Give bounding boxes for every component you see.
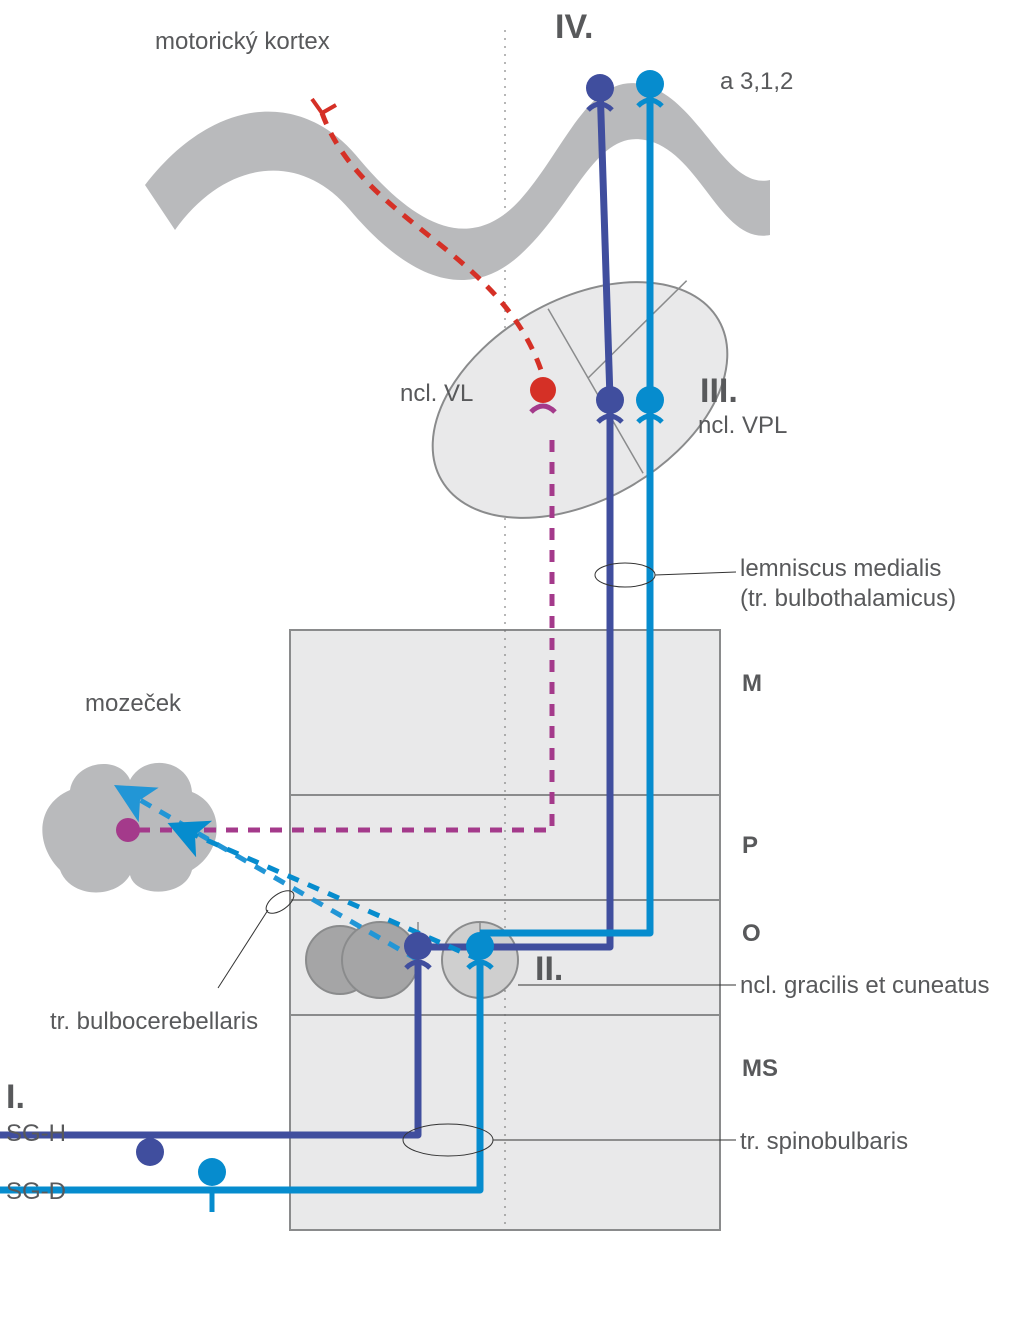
neuron-cortex_d (636, 70, 664, 98)
label-a312: a 3,1,2 (720, 68, 793, 96)
label-P: P (742, 832, 758, 860)
label-I: I. (6, 1078, 25, 1117)
label-ncl_VL: ncl. VL (400, 380, 473, 408)
nucleus-gracilis (342, 922, 418, 998)
neuron-sgd_dot (198, 1158, 226, 1186)
label-lemniscus2: (tr. bulbothalamicus) (740, 585, 956, 613)
callout-ellipse-lemniscus (595, 563, 655, 587)
label-ncl_VPL: ncl. VPL (698, 412, 787, 440)
neuron-thal_d (636, 386, 664, 414)
label-IV: IV. (555, 8, 593, 47)
neuron-cortex_h (586, 74, 614, 102)
label-SG_D: SG-D (6, 1178, 66, 1206)
neuron-cereb_dot (116, 818, 140, 842)
neuron-thal_vl (530, 377, 556, 403)
label-II: II. (535, 950, 563, 989)
label-SG_H: SG-H (6, 1120, 66, 1148)
label-motoricky_kortex: motorický kortex (155, 28, 330, 56)
neuron-ncl_h (404, 932, 432, 960)
cortex-shape (145, 83, 770, 280)
callout-line-tr_bulbo (218, 910, 268, 988)
label-lemniscus1: lemniscus medialis (740, 555, 941, 583)
neuron-thal_h (596, 386, 624, 414)
label-ncl_gc: ncl. gracilis et cuneatus (740, 972, 989, 1000)
neuron-sgh_dot (136, 1138, 164, 1166)
label-mozecek: mozeček (85, 690, 181, 718)
label-O: O (742, 920, 761, 948)
label-MS: MS (742, 1055, 778, 1083)
neuron-ncl_d (466, 932, 494, 960)
callout-line-lemniscus (655, 572, 736, 575)
label-III: III. (700, 372, 738, 411)
label-M: M (742, 670, 762, 698)
label-tr_spino: tr. spinobulbaris (740, 1128, 908, 1156)
label-tr_bulbo: tr. bulbocerebellaris (50, 1008, 258, 1036)
